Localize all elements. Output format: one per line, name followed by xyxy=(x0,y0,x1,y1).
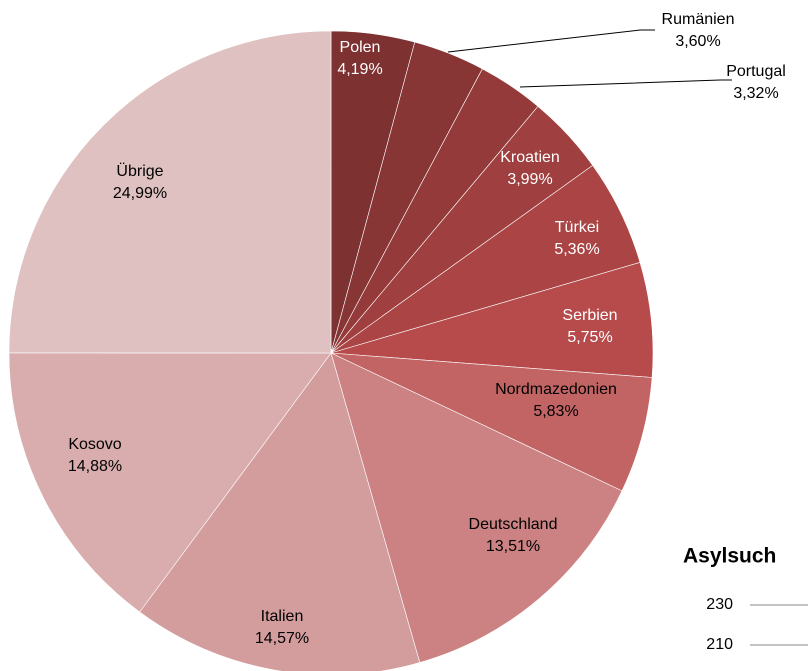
slice-label: Nordmazedonien xyxy=(495,381,617,398)
y-tick-label: 210 xyxy=(706,636,733,653)
slice-label: Türkei xyxy=(555,219,599,236)
slice-label: Rumänien xyxy=(662,11,735,28)
slice-label: Italien xyxy=(261,608,304,625)
slice-label: Serbien xyxy=(562,307,617,324)
slice-label: Kroatien xyxy=(500,149,560,166)
slice-value: 5,75% xyxy=(567,329,612,346)
slice-value: 5,83% xyxy=(533,403,578,420)
slice-value: 24,99% xyxy=(113,185,167,202)
chart-title: Asylsuch xyxy=(683,545,776,568)
slice xyxy=(139,352,421,671)
slice-value: 5,36% xyxy=(554,241,599,258)
slice-label: Kosovo xyxy=(68,436,121,453)
slice-value: 14,57% xyxy=(255,630,309,647)
leader-line xyxy=(519,79,732,88)
slice-value: 13,51% xyxy=(486,538,540,555)
slice-value: 3,32% xyxy=(733,85,778,102)
slice-label: Portugal xyxy=(726,63,786,80)
slice-label: Deutschland xyxy=(469,516,558,533)
slice xyxy=(330,352,623,663)
leader-line xyxy=(447,29,655,53)
slice-value: 3,99% xyxy=(507,171,552,188)
slice xyxy=(8,30,332,354)
slice-label: Übrige xyxy=(116,162,163,180)
slice-value: 14,88% xyxy=(68,458,122,475)
slice-value: 4,19% xyxy=(337,61,382,78)
slice-value: 3,60% xyxy=(675,33,720,50)
slice xyxy=(8,352,332,613)
y-tick-label: 230 xyxy=(706,596,733,613)
slice-label: Polen xyxy=(340,39,381,56)
